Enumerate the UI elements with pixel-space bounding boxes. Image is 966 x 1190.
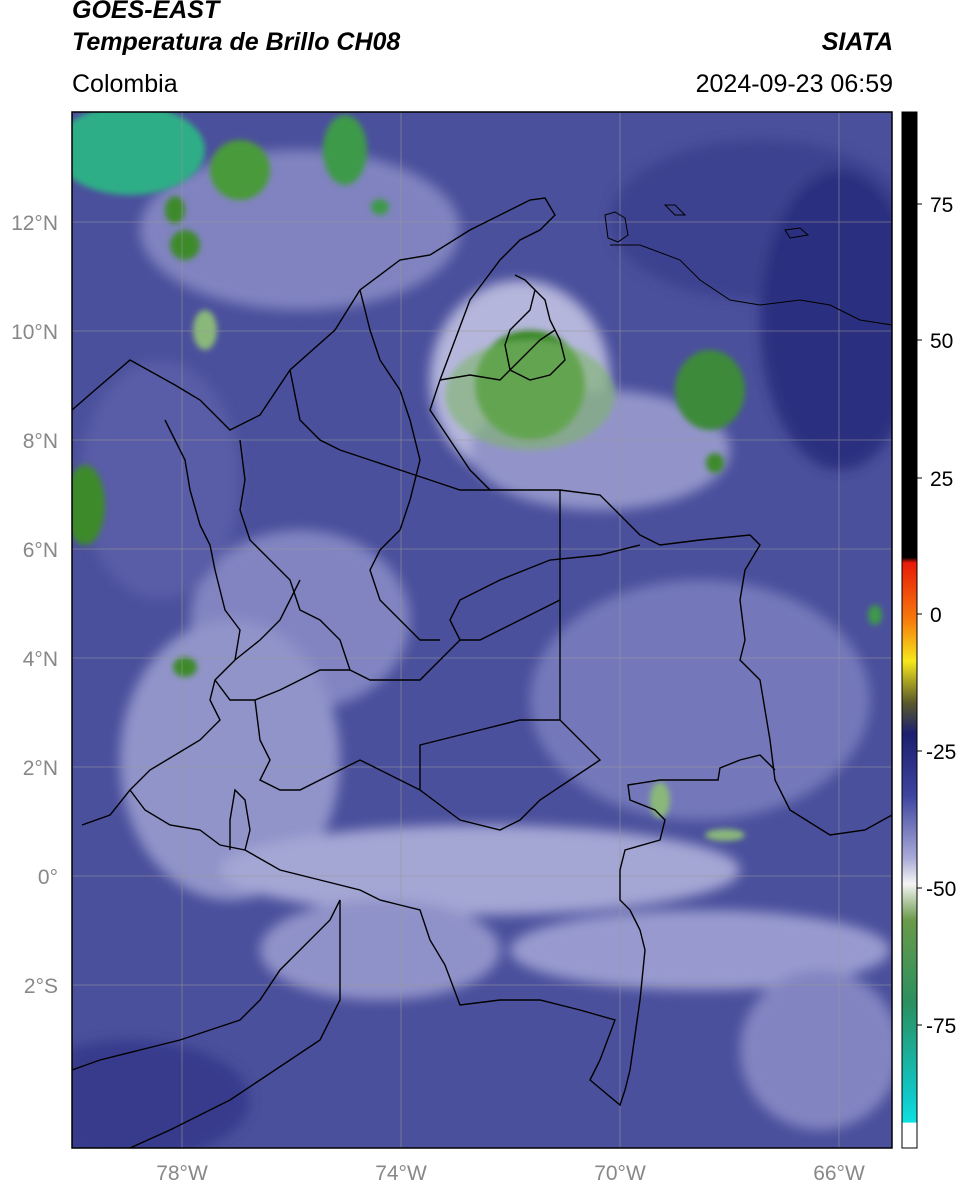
colorbar-label: -50: [926, 878, 956, 901]
lat-tick-label: 8°N: [23, 430, 58, 453]
colorbar: [902, 112, 917, 1148]
colorbar-labels: 75 50 25 0 -25 -50 -75: [926, 194, 956, 1038]
lon-tick-label: 78°W: [156, 1162, 208, 1185]
lon-tick-label: 74°W: [375, 1162, 427, 1185]
colorbar-ticks: [917, 204, 922, 1025]
lon-tick-label: 66°W: [813, 1162, 865, 1185]
colorbar-label: 75: [930, 194, 953, 217]
brightness-temperature-field: [10, 105, 920, 1160]
colorbar-label: -25: [926, 741, 956, 764]
lat-tick-label: 2°N: [23, 757, 58, 780]
lat-tick-label: 6°N: [23, 539, 58, 562]
lat-tick-label: 0°: [38, 866, 58, 889]
colorbar-label: 0: [930, 604, 942, 627]
lon-tick-label: 70°W: [594, 1162, 646, 1185]
colorbar-label: 25: [930, 468, 953, 491]
colorbar-label: -75: [926, 1015, 956, 1038]
lat-tick-label: 4°N: [23, 648, 58, 671]
lon-tick-labels: 78°W 74°W 70°W 66°W: [156, 1162, 865, 1185]
lat-tick-label: 12°N: [11, 212, 58, 235]
colorbar-label: 50: [930, 330, 953, 353]
lat-tick-labels: 12°N 10°N 8°N 6°N 4°N 2°N 0° 2°S: [11, 212, 58, 998]
lat-tick-label: 10°N: [11, 321, 58, 344]
lat-tick-label: 2°S: [24, 975, 58, 998]
